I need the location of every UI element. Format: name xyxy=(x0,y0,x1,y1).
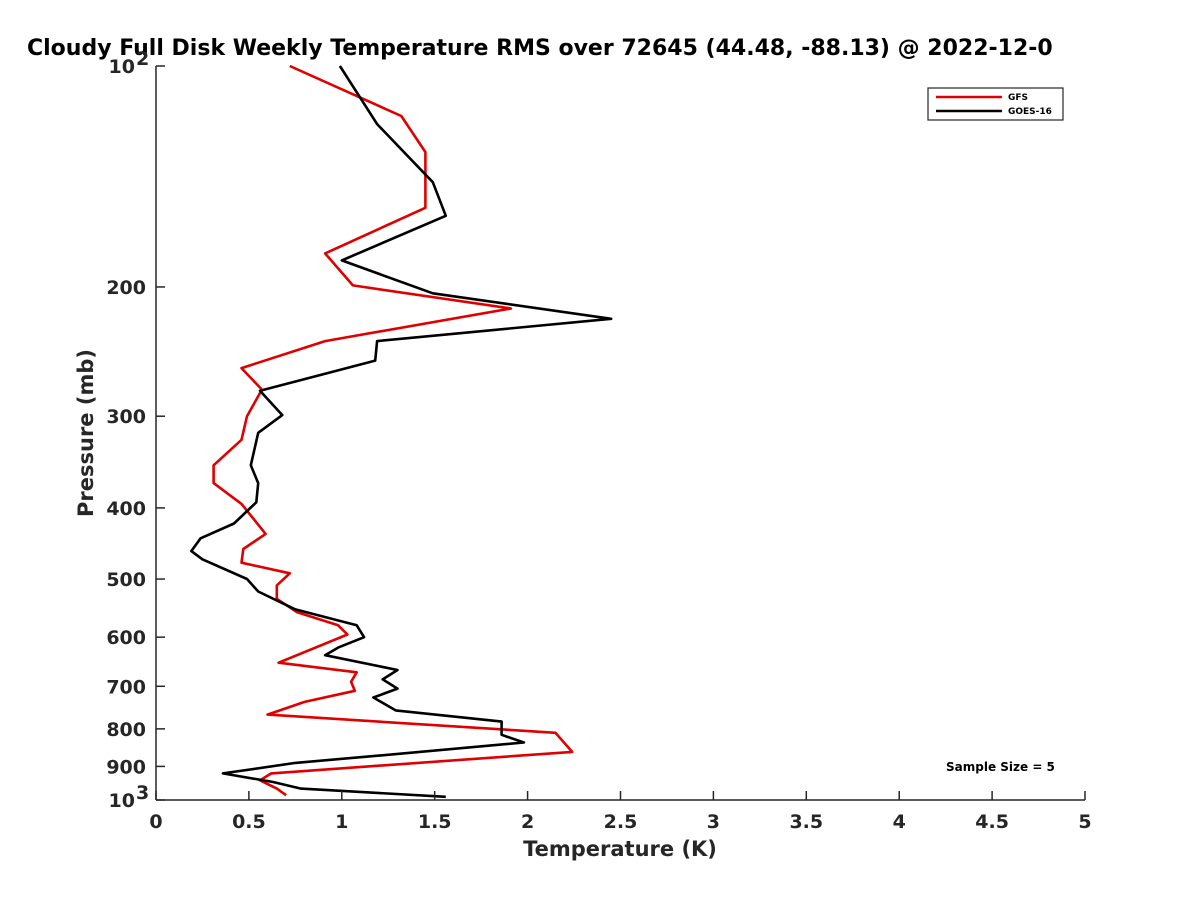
legend: GFS GOES-16 xyxy=(927,87,1064,121)
x-ticks: 0 0.5 1 1.5 2 2.5 3 3.5 4 4.5 5 xyxy=(149,791,1092,833)
y-tick-label: 700 xyxy=(106,676,146,698)
x-tick-label: 5 xyxy=(1078,811,1091,833)
x-tick-label: 4.5 xyxy=(975,811,1009,833)
y-tick-exponent: 2 xyxy=(136,48,149,70)
x-tick-label: 4 xyxy=(893,811,906,833)
x-tick-label: 0.5 xyxy=(232,811,266,833)
y-tick-label: 500 xyxy=(106,569,146,591)
x-tick-label: 3 xyxy=(707,811,720,833)
legend-label-gfs: GFS xyxy=(1008,93,1028,103)
y-tick-label: 600 xyxy=(106,627,146,649)
x-tick-label: 0 xyxy=(149,811,162,833)
series-line-gfs xyxy=(212,64,574,797)
series-layer xyxy=(190,64,613,799)
y-tick-label: 10 xyxy=(109,56,135,78)
y-tick-exponent: 3 xyxy=(136,782,149,804)
y-tick-label: 400 xyxy=(106,498,146,520)
y-tick-label: 10 xyxy=(109,790,135,812)
legend-label-goes16: GOES-16 xyxy=(1008,107,1052,117)
x-tick-label: 1.5 xyxy=(418,811,452,833)
chart-title: Cloudy Full Disk Weekly Temperature RMS … xyxy=(27,36,1053,61)
y-axis-label: Pressure (mb) xyxy=(74,349,98,517)
series-line-goes-16 xyxy=(190,65,613,799)
x-tick-label: 2.5 xyxy=(604,811,638,833)
y-tick-label: 800 xyxy=(106,719,146,741)
legend-box xyxy=(927,87,1064,121)
x-tick-label: 1 xyxy=(335,811,348,833)
x-tick-label: 3.5 xyxy=(789,811,823,833)
x-tick-label: 2 xyxy=(521,811,534,833)
y-tick-label: 300 xyxy=(106,406,146,428)
y-tick-label: 900 xyxy=(106,756,146,778)
x-axis-label: Temperature (K) xyxy=(523,837,717,861)
sample-size-annotation: Sample Size = 5 xyxy=(946,760,1055,774)
y-tick-label: 200 xyxy=(106,277,146,299)
